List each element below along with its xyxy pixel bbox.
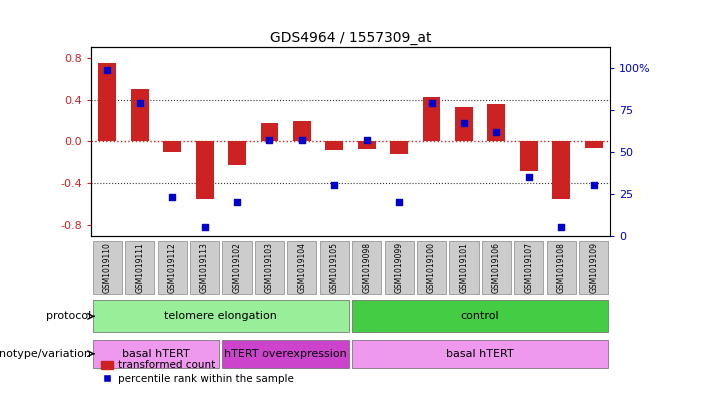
FancyBboxPatch shape bbox=[222, 340, 349, 368]
Point bbox=[167, 194, 178, 200]
Point bbox=[264, 137, 275, 143]
Bar bbox=[585, 141, 603, 148]
FancyBboxPatch shape bbox=[579, 241, 608, 294]
FancyBboxPatch shape bbox=[515, 241, 543, 294]
Bar bbox=[293, 121, 311, 141]
Text: GSM1019108: GSM1019108 bbox=[557, 242, 566, 293]
Text: GSM1019110: GSM1019110 bbox=[103, 242, 112, 293]
Bar bbox=[455, 107, 473, 141]
Point bbox=[393, 199, 404, 206]
Legend: transformed count, percentile rank within the sample: transformed count, percentile rank withi… bbox=[96, 356, 298, 388]
Text: GSM1019099: GSM1019099 bbox=[395, 242, 404, 293]
FancyBboxPatch shape bbox=[287, 241, 316, 294]
FancyBboxPatch shape bbox=[482, 241, 511, 294]
Text: GSM1019098: GSM1019098 bbox=[362, 242, 372, 293]
Point bbox=[297, 137, 308, 143]
FancyBboxPatch shape bbox=[352, 340, 608, 368]
Point bbox=[329, 182, 340, 189]
FancyBboxPatch shape bbox=[320, 241, 349, 294]
Text: GSM1019104: GSM1019104 bbox=[297, 242, 306, 293]
FancyBboxPatch shape bbox=[93, 340, 219, 368]
FancyBboxPatch shape bbox=[385, 241, 414, 294]
Bar bbox=[390, 141, 408, 154]
FancyBboxPatch shape bbox=[190, 241, 219, 294]
FancyBboxPatch shape bbox=[449, 241, 479, 294]
Text: protocol: protocol bbox=[46, 311, 91, 321]
Text: basal hTERT: basal hTERT bbox=[447, 349, 514, 359]
Point bbox=[134, 100, 145, 107]
Bar bbox=[261, 123, 278, 141]
Bar bbox=[163, 141, 181, 152]
FancyBboxPatch shape bbox=[255, 241, 284, 294]
Text: basal hTERT: basal hTERT bbox=[122, 349, 190, 359]
Text: genotype/variation: genotype/variation bbox=[0, 349, 91, 359]
Point bbox=[426, 100, 437, 107]
Text: GSM1019106: GSM1019106 bbox=[492, 242, 501, 293]
Text: GSM1019113: GSM1019113 bbox=[200, 242, 209, 293]
Text: GSM1019103: GSM1019103 bbox=[265, 242, 274, 293]
Point bbox=[523, 174, 534, 180]
Bar bbox=[423, 97, 440, 141]
Bar bbox=[131, 89, 149, 141]
Text: GSM1019107: GSM1019107 bbox=[524, 242, 533, 293]
Title: GDS4964 / 1557309_at: GDS4964 / 1557309_at bbox=[270, 31, 431, 45]
FancyBboxPatch shape bbox=[352, 300, 608, 332]
Point bbox=[491, 129, 502, 135]
FancyBboxPatch shape bbox=[222, 241, 252, 294]
Bar bbox=[325, 141, 343, 150]
Text: GSM1019105: GSM1019105 bbox=[329, 242, 339, 293]
Point bbox=[231, 199, 243, 206]
Bar bbox=[196, 141, 214, 199]
FancyBboxPatch shape bbox=[547, 241, 576, 294]
Bar bbox=[552, 141, 570, 199]
FancyBboxPatch shape bbox=[158, 241, 186, 294]
Text: GSM1019111: GSM1019111 bbox=[135, 242, 144, 293]
Bar bbox=[520, 141, 538, 171]
FancyBboxPatch shape bbox=[125, 241, 154, 294]
FancyBboxPatch shape bbox=[417, 241, 446, 294]
Point bbox=[102, 67, 113, 73]
Point bbox=[458, 120, 470, 127]
FancyBboxPatch shape bbox=[93, 241, 122, 294]
Text: hTERT overexpression: hTERT overexpression bbox=[224, 349, 347, 359]
Text: GSM1019102: GSM1019102 bbox=[233, 242, 242, 293]
FancyBboxPatch shape bbox=[93, 300, 349, 332]
Text: GSM1019100: GSM1019100 bbox=[427, 242, 436, 293]
Bar bbox=[487, 104, 505, 141]
Bar bbox=[228, 141, 246, 165]
Text: telomere elongation: telomere elongation bbox=[164, 311, 278, 321]
Text: GSM1019112: GSM1019112 bbox=[168, 242, 177, 293]
Bar bbox=[358, 141, 376, 149]
Text: GSM1019109: GSM1019109 bbox=[589, 242, 598, 293]
Point bbox=[556, 224, 567, 231]
Text: GSM1019101: GSM1019101 bbox=[459, 242, 468, 293]
Point bbox=[361, 137, 372, 143]
Bar bbox=[98, 63, 116, 141]
Point bbox=[199, 224, 210, 231]
Text: control: control bbox=[461, 311, 500, 321]
Point bbox=[588, 182, 599, 189]
FancyBboxPatch shape bbox=[352, 241, 381, 294]
